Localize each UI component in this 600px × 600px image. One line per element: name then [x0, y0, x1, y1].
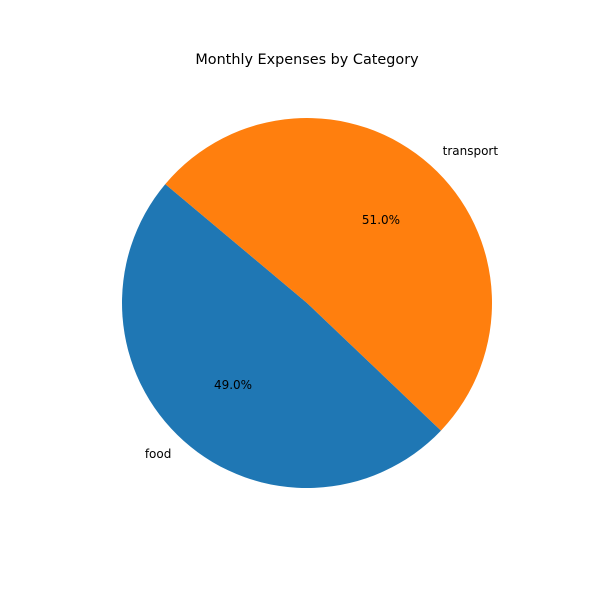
pie-slice-transport [165, 118, 492, 431]
percent-label-food: 49.0% [214, 378, 252, 392]
slice-label-transport: transport [443, 144, 499, 158]
slice-label-food: food [145, 447, 172, 461]
chart-title: Monthly Expenses by Category [195, 52, 419, 68]
pie-slices [121, 118, 492, 489]
percent-label-transport: 51.0% [362, 213, 400, 227]
pie-slice-food [121, 184, 441, 489]
pie-labels: food 49.0% transport 51.0% [145, 144, 499, 461]
